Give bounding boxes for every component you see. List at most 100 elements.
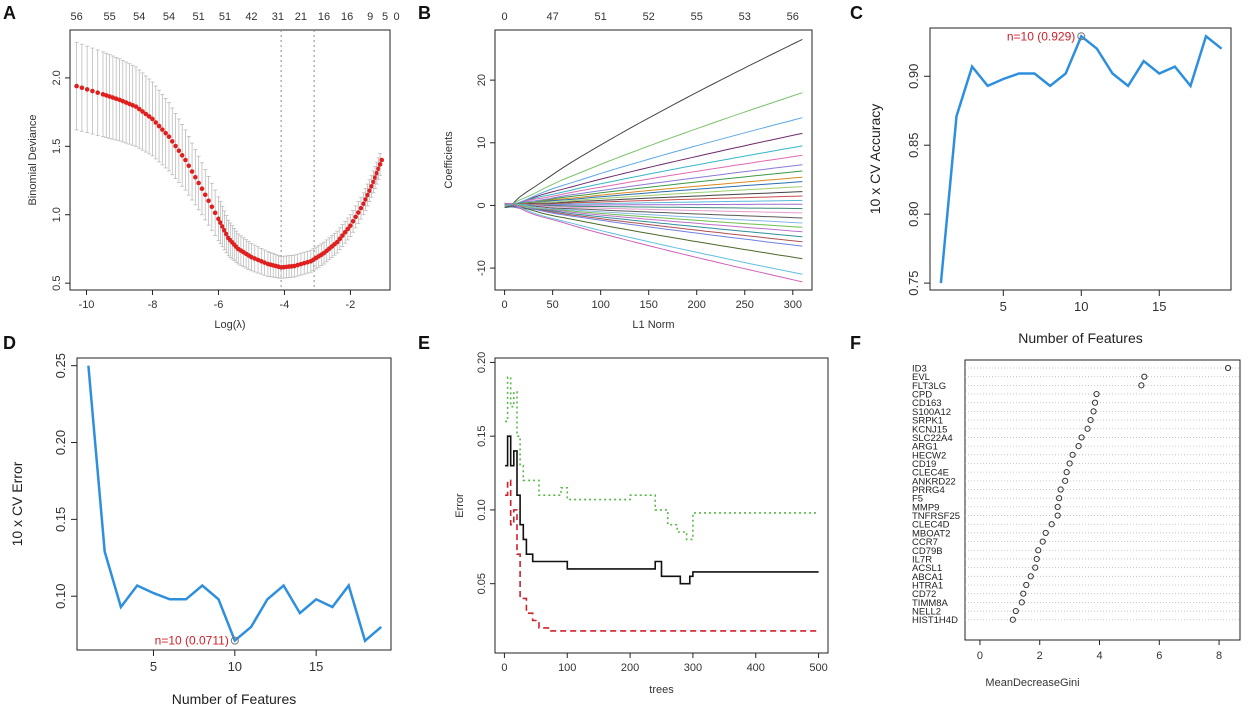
mean-point (202, 192, 208, 198)
panel-letters: A B C D E F (3, 3, 863, 353)
x-tick-label: -2 (346, 299, 356, 311)
x-tick-label: 300 (784, 299, 802, 311)
mean-point (334, 239, 340, 245)
mean-point (337, 236, 343, 242)
x-axis-label: Number of Features (1018, 330, 1143, 346)
top-tick-label: 0 (502, 11, 508, 23)
gini-point (1042, 529, 1049, 537)
y-tick-label: 0.10 (476, 499, 488, 520)
mean-point (206, 198, 211, 204)
top-tick-label: 9 (367, 11, 373, 23)
mean-point (216, 216, 221, 222)
mean-point (160, 127, 165, 132)
mean-point (79, 85, 85, 91)
gene-label: PRRG4 (912, 485, 945, 496)
y-tick-label: 0.80 (906, 202, 921, 227)
panel-a-lasso-cv: -10 -8 -6 -4 -2 0.5 1.0 1.5 2.0 56 55 54 54 51 51 42 31 2… (27, 11, 400, 331)
mean-point (342, 229, 348, 235)
y-tick-label: 0.5 (51, 276, 63, 291)
mean-point (350, 219, 356, 224)
x-tick-label: 200 (688, 299, 706, 311)
mean-point (176, 148, 182, 153)
gene-label: HIST1H4D (912, 615, 958, 626)
coefficient-path (504, 186, 803, 208)
y-tick-label: -10 (476, 260, 488, 276)
panel-c-cv-accuracy: 5 10 15 0.75 0.80 0.85 0.90 n=10 (0.929) Number … (867, 27, 1232, 346)
gene-label: KCNJ15 (912, 424, 947, 435)
coefficient-path (504, 117, 803, 206)
x-tick-label: 250 (736, 299, 754, 311)
mean-point (374, 170, 380, 176)
gini-point (1078, 434, 1085, 441)
top-tick-label: 31 (272, 11, 284, 23)
x-tick-label: -10 (79, 299, 95, 311)
coefficient-path (504, 206, 803, 247)
gini-point (1091, 399, 1099, 406)
x-axis-label: Log(λ) (214, 319, 245, 331)
error-series-1 (505, 479, 819, 632)
x-axis-label: Number of Features (172, 691, 297, 707)
gene-label: HECW2 (912, 450, 946, 461)
mean-point (218, 220, 223, 225)
top-tick-label: 52 (643, 11, 655, 23)
coefficient-path (504, 164, 803, 207)
x-tick-label: 8 (1216, 650, 1222, 662)
coefficient-path (504, 205, 803, 260)
top-tick-label: 16 (318, 11, 330, 23)
gene-label: NELL2 (912, 607, 941, 618)
accuracy-line (87, 365, 383, 644)
x-tick-label: 6 (1156, 650, 1162, 662)
coefficient-path (504, 176, 803, 206)
gini-point (1054, 503, 1061, 510)
coefficient-path (504, 205, 803, 214)
y-axis-label: 10 x CV Error (9, 461, 25, 546)
mean-point (358, 205, 364, 211)
coefficient-path (504, 154, 803, 208)
mean-point (150, 116, 155, 122)
gene-label: ARG1 (912, 442, 938, 453)
gene-label: S100A12 (912, 407, 951, 418)
mean-point (369, 183, 374, 189)
gene-label: CLEC4E (912, 468, 949, 479)
gene-label: CD72 (912, 589, 936, 600)
y-axis-label: Coefficients (443, 131, 455, 189)
mean-point (348, 223, 353, 228)
x-axis-label: trees (649, 684, 674, 696)
gene-label: CPD (912, 390, 932, 401)
gene-label: HTRA1 (912, 581, 943, 592)
mean-point (222, 228, 227, 233)
gini-point (1018, 599, 1025, 606)
gini-point (1020, 590, 1027, 597)
coefficient-path (504, 204, 803, 224)
gini-point (1057, 486, 1064, 493)
panel-f-gini-importance: ID3EVLFLT3LGCPDCD163S100A12SRPK1KCNJ15SL… (912, 359, 1241, 689)
gene-label: IL7R (912, 554, 932, 565)
gini-point (1035, 547, 1042, 554)
x-tick-label: 10 (1074, 299, 1088, 314)
mean-point (136, 106, 142, 112)
gini-point (1056, 495, 1063, 502)
y-tick-label: 10 (476, 137, 488, 149)
error-series-2 (505, 376, 819, 541)
mean-point (133, 104, 139, 109)
coefficient-path (504, 191, 803, 209)
mean-point (220, 224, 225, 229)
best-annotation: n=10 (0.929) (1007, 29, 1075, 43)
mean-point (372, 175, 378, 180)
coefficient-path (504, 181, 803, 207)
gene-label: EVL (912, 372, 930, 383)
y-tick-label: 0 (476, 202, 488, 208)
mean-point (353, 214, 358, 220)
error-series-0 (505, 435, 819, 585)
gene-label: CLEC4D (912, 520, 950, 531)
gini-point (1090, 408, 1097, 415)
x-tick-label: 0 (501, 662, 507, 674)
plot-frame (929, 27, 1232, 291)
panel-letter-b: B (418, 3, 431, 23)
x-tick-label: 4 (1096, 650, 1102, 662)
y-tick-label: 0.15 (476, 425, 488, 446)
gini-point (1032, 564, 1039, 571)
top-tick-label: 53 (739, 11, 751, 23)
x-tick-label: 100 (591, 299, 609, 311)
gene-label: FLT3LG (912, 381, 946, 392)
